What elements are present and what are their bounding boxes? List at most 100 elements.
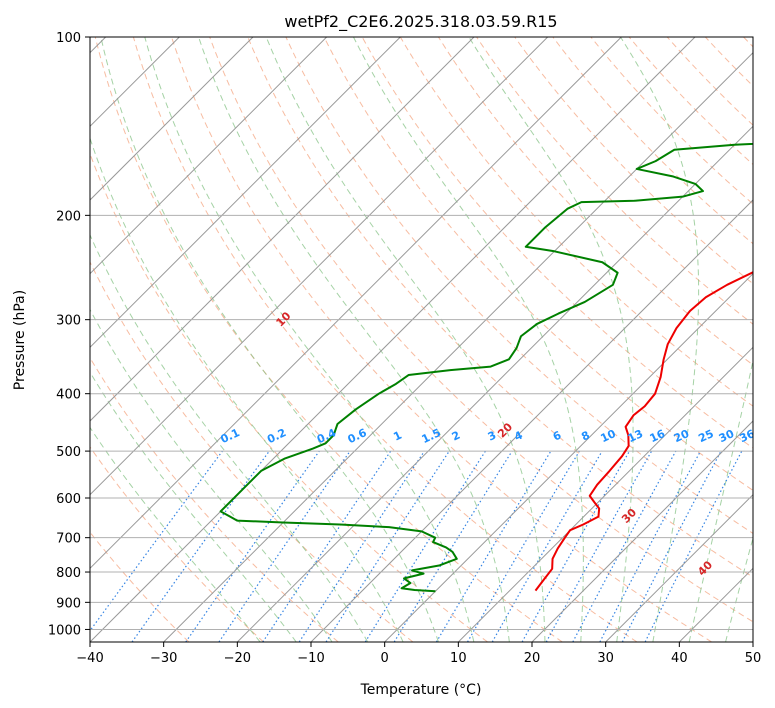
y-tick-label: 100 (56, 31, 81, 46)
moist-adiabat-label: 20 (495, 420, 515, 440)
moist-adiabat-line (90, 308, 333, 642)
y-tick-label: 300 (56, 314, 81, 329)
mixing-ratio-line (185, 450, 320, 642)
mixing-ratio-line (325, 450, 450, 642)
x-tick-label: 50 (745, 651, 762, 666)
isotherm-line (90, 37, 622, 570)
y-tick-label: 200 (56, 209, 81, 224)
y-tick-label: 400 (56, 388, 81, 403)
mixing-ratio-line (262, 450, 392, 642)
moist-adiabat-line (90, 233, 369, 642)
isotherm-line (310, 199, 753, 642)
isotherm-line (678, 567, 753, 642)
mixing-ratio-line (435, 450, 552, 642)
isotherm-line (163, 51, 753, 642)
dry-adiabat-line (171, 37, 713, 642)
mixing-ratio-label: 4 (512, 428, 525, 443)
dry-adiabat-line (90, 260, 414, 642)
mixing-ratio-label: 1.5 (420, 426, 443, 446)
mixing-ratio-label: 2 (450, 429, 462, 444)
dewpoint-profile-line (219, 142, 753, 593)
dry-adiabat-line (247, 37, 753, 578)
dry-adiabat-line (666, 37, 753, 126)
mixing-ratio-line (298, 450, 425, 642)
moist-adiabat-line (198, 37, 510, 642)
moist-adiabat-line (90, 426, 261, 642)
x-tick-label: 0 (381, 651, 389, 666)
dry-adiabat-line (552, 37, 753, 245)
mixing-ratio-label: 10 (599, 427, 619, 445)
isotherm-line (457, 346, 753, 642)
moist-adiabat-line (725, 536, 753, 642)
x-tick-label: −10 (297, 651, 324, 666)
x-axis-label: Temperature (°C) (360, 682, 482, 698)
x-tick-label: −40 (76, 651, 103, 666)
moist-adiabat-line (265, 37, 546, 642)
dry-adiabat-line (90, 152, 488, 642)
isotherm-line (90, 37, 401, 349)
mixing-ratio-line (572, 450, 677, 642)
mixing-ratio-line (131, 450, 270, 642)
mixing-ratio-label: 1 (391, 429, 403, 444)
mixing-ratio-label: 13 (626, 427, 645, 445)
moist-adiabat-line (468, 37, 634, 642)
mixing-ratio-line (545, 450, 653, 642)
isotherm-line (90, 37, 549, 496)
mixing-ratio-line (218, 450, 351, 642)
dry-adiabat-line (590, 37, 753, 205)
mixing-ratio-label: 0.1 (219, 426, 242, 446)
y-tick-label: 1000 (48, 623, 81, 638)
moist-adiabat-label: 30 (619, 506, 639, 526)
dry-adiabat-line (323, 37, 753, 491)
x-tick-label: 10 (450, 651, 467, 666)
mixing-ratio-label: 36 (738, 427, 758, 445)
moist-adiabat-line (688, 358, 753, 642)
plot-area: -100-90-80-70-60-50-40-30-20-10010203040… (11, 29, 758, 642)
mixing-ratio-line (393, 450, 513, 642)
mixing-ratio-label: 30 (717, 427, 737, 445)
mixing-ratio-label: 6 (551, 428, 564, 443)
y-axis-label: Pressure (hPa) (12, 290, 28, 390)
dry-adiabat-line (476, 37, 753, 325)
mixing-ratio-label: 16 (648, 427, 668, 445)
isotherm-line (605, 493, 753, 642)
dry-adiabat-line (90, 446, 264, 642)
y-tick-label: 900 (56, 596, 81, 611)
x-tick-label: −30 (150, 651, 177, 666)
dry-adiabat-line (132, 37, 638, 642)
dry-adiabat-line (209, 37, 753, 623)
y-tick-label: 600 (56, 492, 81, 507)
isotherm-line (90, 37, 475, 422)
moist-adiabat-line (620, 37, 700, 642)
isotherm-line (90, 37, 696, 642)
plot-frame (89, 36, 754, 643)
moist-adiabat-line (144, 37, 475, 642)
x-tick-label: 30 (597, 651, 614, 666)
moist-adiabat-line (353, 37, 584, 642)
moist-adiabat-line (90, 136, 404, 642)
y-tick-label: 500 (56, 445, 81, 460)
dry-adiabat-line (514, 37, 753, 285)
mixing-ratio-line (599, 450, 702, 642)
mixing-ratio-line (644, 450, 743, 642)
dry-adiabat-line (704, 37, 753, 87)
y-tick-label: 700 (56, 532, 81, 547)
dry-adiabat-label: 0 (11, 29, 26, 43)
moist-adiabat-line (90, 371, 297, 642)
dry-adiabat-line (90, 531, 190, 642)
isotherm-line (90, 37, 254, 201)
mixing-ratio-label: 25 (696, 427, 715, 445)
isotherm-line (236, 125, 753, 642)
chart-title: wetPf2_C2E6.2025.318.03.59.R15 (284, 12, 557, 32)
temperature-profile-line (534, 271, 753, 592)
mixing-ratio-label: 20 (672, 427, 692, 445)
y-tick-label: 800 (56, 566, 81, 581)
dry-adiabat-line (90, 356, 339, 642)
isotherm-line (384, 272, 753, 642)
isotherm-line (752, 641, 753, 642)
dry-adiabat-line (94, 37, 563, 642)
mixing-ratio-label: 0.2 (265, 426, 288, 446)
moist-adiabat-line (100, 37, 439, 642)
mixing-ratio-line (364, 450, 486, 642)
